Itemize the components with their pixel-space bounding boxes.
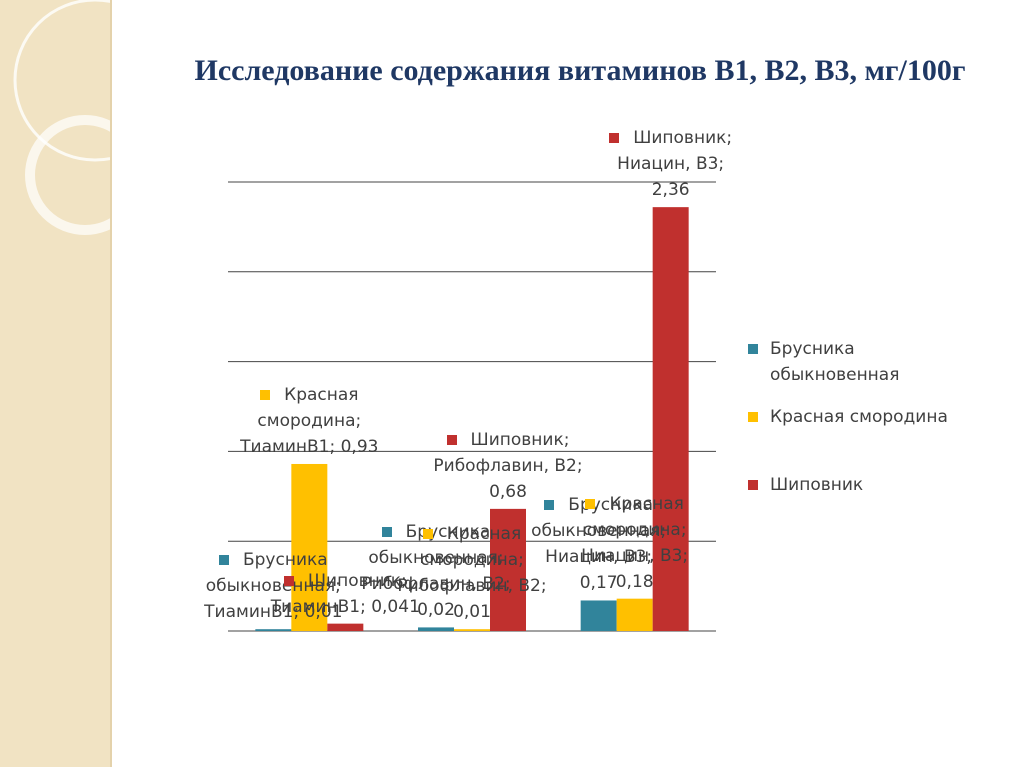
bar <box>255 629 292 631</box>
bar <box>490 508 526 631</box>
label-text: Красная смородина; Ниацин, B3; 0,18 <box>581 493 689 592</box>
label-marker <box>585 498 596 509</box>
legend-marker <box>748 344 758 354</box>
data-label: Шиповник; Рибофлавин, B2; 0,68 <box>433 427 583 505</box>
legend-entry: Брусника обыкновенная <box>748 336 970 388</box>
decor-strip <box>0 0 177 767</box>
label-marker <box>381 527 392 538</box>
label-text: Шиповник; Рибофлавин, B2; 0,68 <box>433 429 583 502</box>
label-text: Красная смородина; ТиаминB1; 0,93 <box>240 384 379 457</box>
label-text: Шиповник; ТиаминB1; 0,041 <box>270 570 420 617</box>
label-text: Шиповник; Ниацин, B3; 2,36 <box>617 128 733 201</box>
label-marker <box>446 434 457 445</box>
label-marker <box>544 500 555 511</box>
chart-title: Исследование содержания витаминов В1, В2… <box>194 54 966 87</box>
legend-marker <box>748 480 758 490</box>
bar <box>291 463 328 631</box>
bar <box>327 623 364 631</box>
data-label: Шиповник; Ниацин, B3; 2,36 <box>596 125 746 203</box>
label-marker <box>283 575 294 586</box>
data-label: Брусника обыкновенная; Ниацин, B3; 0,17 <box>524 492 674 596</box>
label-marker <box>609 133 620 144</box>
label-marker <box>422 529 433 540</box>
bar <box>454 629 490 631</box>
bar <box>580 600 617 631</box>
data-label: Брусника обыкновенная; ТиаминB1; 0,01 <box>198 547 348 625</box>
label-marker <box>218 555 229 566</box>
bar <box>652 207 689 632</box>
legend-entry: Шиповник <box>748 472 970 498</box>
label-text: Брусника обыкновенная; Ниацин, B3; 0,17 <box>531 495 667 594</box>
data-label: Красная смородина; Ниацин, B3; 0,18 <box>560 491 710 595</box>
legend-entry: Красная смородина <box>748 404 970 430</box>
label-text: Красная смородина; Рибофлавин, B2; 0,01 <box>397 524 547 623</box>
label-text: Брусника обыкновенная; ТиаминB1; 0,01 <box>204 550 343 623</box>
label-marker <box>260 389 271 400</box>
bar <box>418 627 454 631</box>
data-label: Красная смородина; ТиаминB1; 0,93 <box>234 382 384 460</box>
bar <box>616 598 653 631</box>
data-label: Шиповник; ТиаминB1; 0,041 <box>270 568 420 620</box>
data-label: Красная смородина; Рибофлавин, B2; 0,01 <box>397 521 547 625</box>
legend-marker <box>748 412 758 422</box>
